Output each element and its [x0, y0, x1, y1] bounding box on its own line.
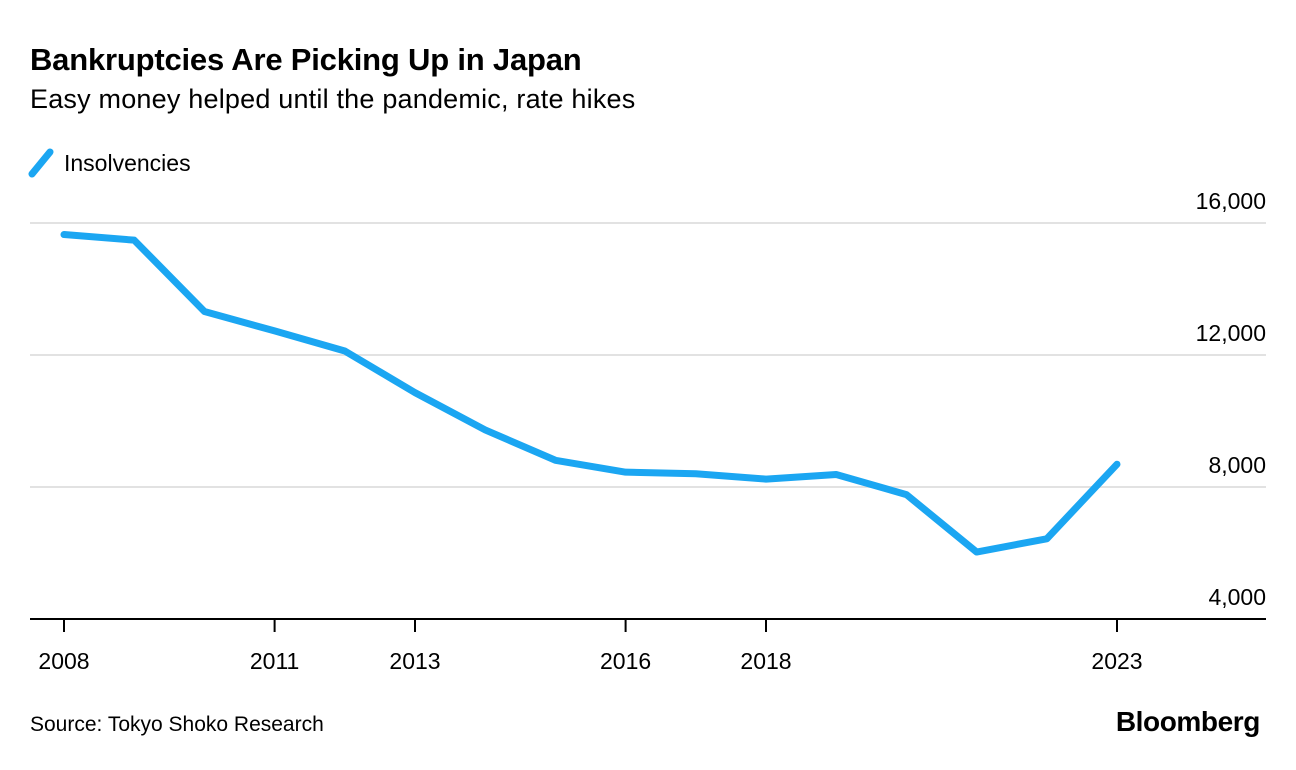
chart-title: Bankruptcies Are Picking Up in Japan: [30, 42, 582, 77]
y-axis-label: 4,000: [1208, 584, 1266, 610]
y-axis-label: 16,000: [1196, 188, 1266, 214]
x-axis-label: 2023: [1091, 648, 1142, 674]
x-axis-label: 2018: [740, 648, 791, 674]
insolvencies-line: [60, 231, 1121, 556]
chart-subtitle: Easy money helped until the pandemic, ra…: [30, 84, 636, 114]
legend-slash-icon: [28, 148, 54, 178]
y-axis-label: 8,000: [1208, 452, 1266, 478]
x-axis-label: 2013: [389, 648, 440, 674]
source-attribution: Source: Tokyo Shoko Research: [30, 713, 324, 736]
x-axis-label: 2016: [600, 648, 651, 674]
legend-series-label: Insolvencies: [64, 149, 191, 176]
legend-slash-stroke: [28, 148, 54, 178]
legend: Insolvencies: [28, 148, 191, 178]
x-axis-label: 2008: [38, 648, 89, 674]
y-axis-label: 12,000: [1196, 320, 1266, 346]
bloomberg-logo: Bloomberg: [1115, 706, 1261, 737]
x-axis-label: 2011: [250, 648, 299, 674]
